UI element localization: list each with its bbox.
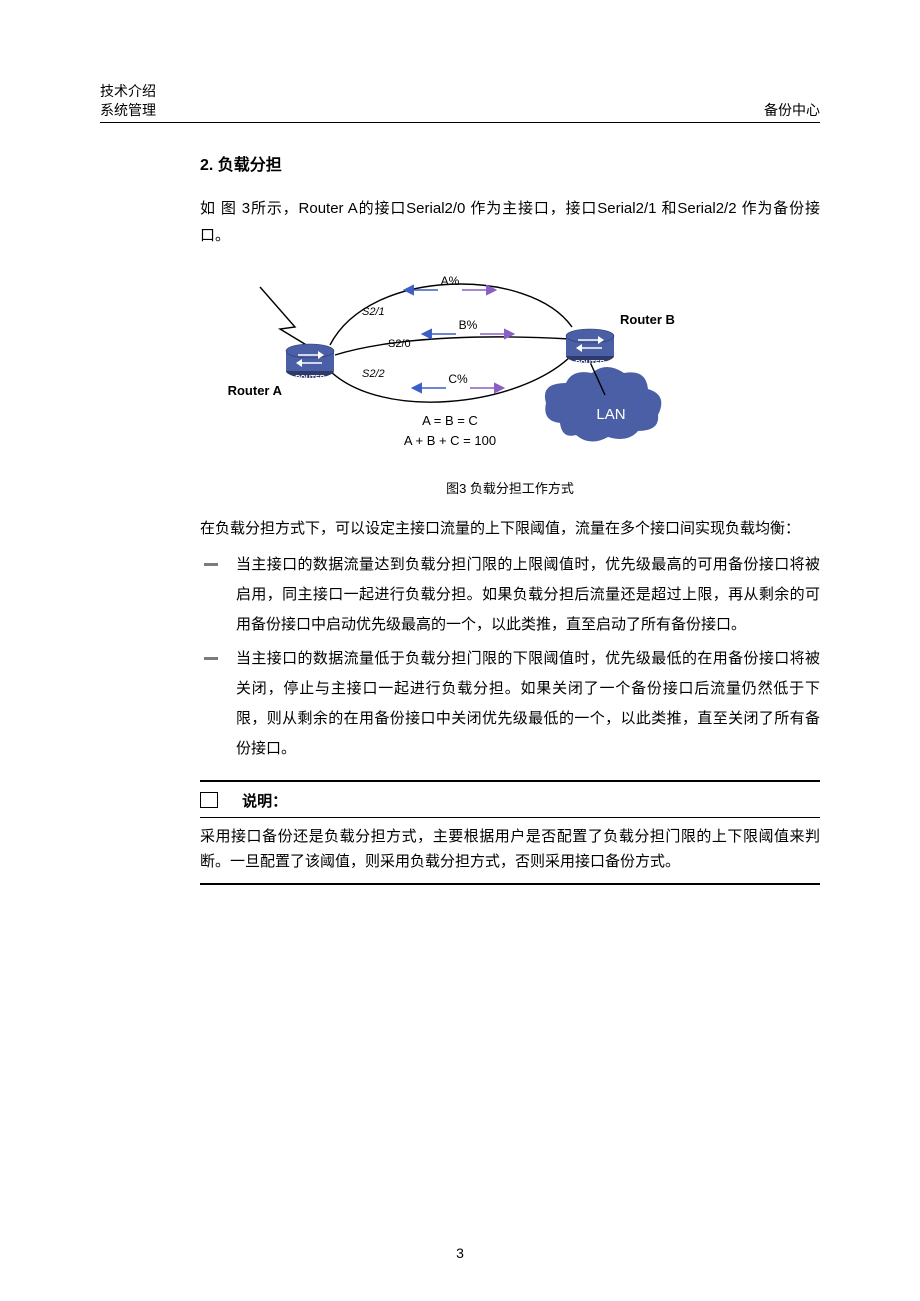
svg-text:Router B: Router B <box>620 312 675 327</box>
bullet-list: 当主接口的数据流量达到负载分担门限的上限阈值时，优先级最高的可用备份接口将被启用… <box>200 550 820 764</box>
intro-paragraph: 如 图 3所示，Router A的接口Serial2/0 作为主接口，接口Ser… <box>200 195 820 249</box>
note-box: 说明： 采用接口备份还是负载分担方式，主要根据用户是否配置了负载分担门限的上下限… <box>200 780 820 885</box>
document-page: 技术介绍 系统管理 备份中心 2. 负载分担 如 图 3所示，Router A的… <box>0 0 920 1301</box>
svg-text:B%: B% <box>459 318 478 332</box>
paragraph-2: 在负载分担方式下，可以设定主接口流量的上下限阈值，流量在多个接口间实现负载均衡： <box>200 515 820 542</box>
page-header: 技术介绍 系统管理 备份中心 <box>100 82 820 123</box>
figure-caption: 图3 负载分担工作方式 <box>200 478 820 497</box>
svg-text:C%: C% <box>448 372 468 386</box>
note-body: 采用接口备份还是负载分担方式，主要根据用户是否配置了负载分担门限的上下限阈值来判… <box>200 818 820 877</box>
svg-text:S2/1: S2/1 <box>362 306 385 318</box>
bullet-item: 当主接口的数据流量达到负载分担门限的上限阈值时，优先级最高的可用备份接口将被启用… <box>200 550 820 640</box>
svg-text:A%: A% <box>441 274 460 288</box>
bullet-item: 当主接口的数据流量低于负载分担门限的下限阈值时，优先级最低的在用备份接口将被关闭… <box>200 644 820 764</box>
header-left-line1: 技术介绍 <box>100 82 156 101</box>
note-title: 说明： <box>242 793 287 810</box>
network-diagram-svg: A% B% C% LAN ROUTER ROUTER Router A Router B S2/… <box>200 257 700 467</box>
section-heading: 2. 负载分担 <box>200 151 820 175</box>
svg-text:S2/2: S2/2 <box>362 368 385 380</box>
svg-text:A = B = C: A = B = C <box>422 413 478 428</box>
page-number: 3 <box>0 1245 920 1261</box>
note-title-row: 说明： <box>200 788 820 818</box>
svg-text:ROUTER: ROUTER <box>575 360 605 367</box>
header-left: 技术介绍 系统管理 <box>100 82 156 120</box>
svg-text:LAN: LAN <box>596 406 625 423</box>
note-icon <box>200 792 218 808</box>
main-content: 2. 负载分担 如 图 3所示，Router A的接口Serial2/0 作为主… <box>100 151 820 885</box>
svg-text:S2/0: S2/0 <box>388 338 411 350</box>
svg-text:Router A: Router A <box>228 383 283 398</box>
figure-3-diagram: A% B% C% LAN ROUTER ROUTER Router A Router B S2/… <box>200 257 820 472</box>
svg-text:ROUTER: ROUTER <box>295 375 325 382</box>
svg-text:A + B + C = 100: A + B + C = 100 <box>404 433 496 448</box>
header-left-line2: 系统管理 <box>100 101 156 120</box>
header-right: 备份中心 <box>764 101 820 120</box>
